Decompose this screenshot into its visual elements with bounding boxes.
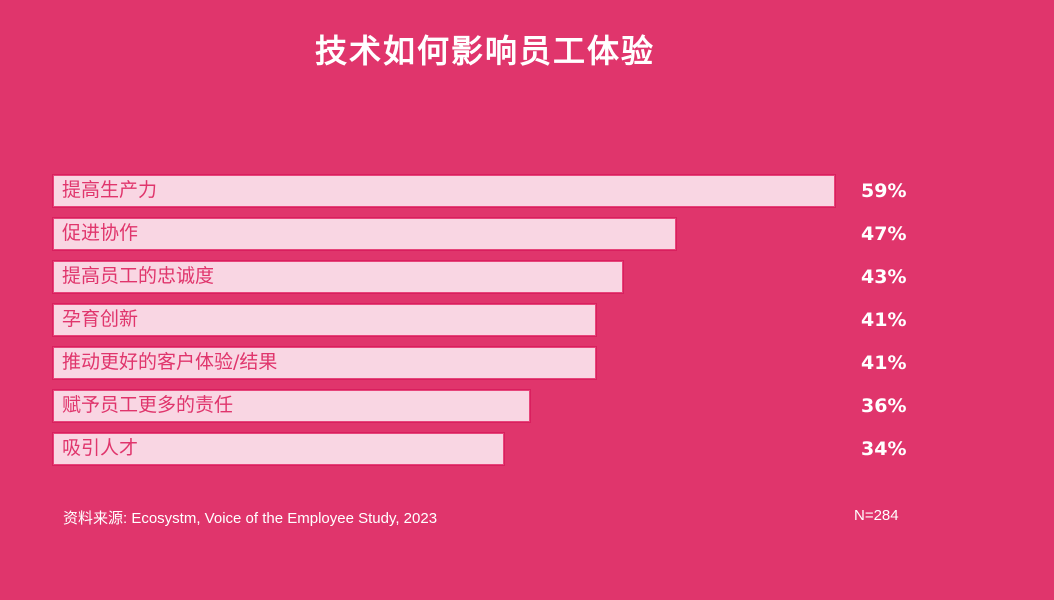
bar-value: 41%: [861, 352, 907, 374]
bar: [53, 433, 504, 465]
bar-value: 43%: [861, 266, 907, 288]
bar-label: 提高员工的忠诚度: [62, 265, 215, 287]
bar: [53, 304, 596, 336]
bar-value: 36%: [861, 395, 907, 417]
bar-row: 促进协作 47%: [53, 218, 933, 250]
bar: [53, 347, 596, 379]
bar: [53, 261, 623, 293]
bar-row: 推动更好的客户体验/结果 41%: [53, 347, 933, 379]
bar-label: 促进协作: [62, 222, 139, 244]
bar-row: 吸引人才 34%: [53, 433, 933, 465]
bar-label: 提高生产力: [62, 179, 158, 201]
bar-label: 吸引人才: [62, 437, 139, 459]
bar-value: 47%: [861, 223, 907, 245]
sample-size: N=284: [854, 507, 899, 524]
bar-label: 推动更好的客户体验/结果: [62, 351, 278, 373]
bar-row: 赋予员工更多的责任 36%: [53, 390, 933, 422]
bar: [53, 390, 530, 422]
chart-title: 技术如何影响员工体验: [314, 32, 655, 70]
bar-row: 提高生产力 59%: [53, 175, 933, 207]
bar-label: 赋予员工更多的责任: [62, 394, 234, 416]
bar-value: 34%: [861, 438, 907, 460]
bar-value: 41%: [861, 309, 907, 331]
bar-value: 59%: [861, 180, 907, 202]
bar-label: 孕育创新: [62, 308, 139, 330]
source-note: 资料来源: Ecosystm, Voice of the Employee St…: [63, 510, 438, 527]
bar-row: 提高员工的忠诚度 43%: [53, 261, 933, 293]
bar: [53, 218, 676, 250]
bar-row: 孕育创新 41%: [53, 304, 933, 336]
bar: [53, 175, 835, 207]
